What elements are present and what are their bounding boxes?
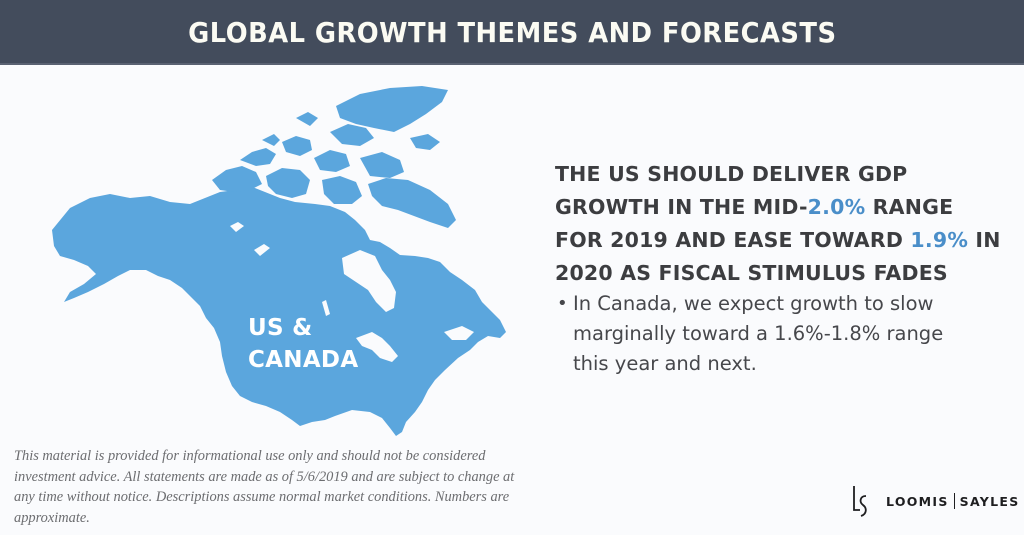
headline-text-3: IN 2020 AS FISCAL STIMULUS FADES xyxy=(555,228,1001,285)
map-label-line2: CANADA xyxy=(248,347,359,373)
headline-highlight-2-0-percent: 2.0% xyxy=(807,195,866,219)
bullet-item: • In Canada, we expect growth to slow ma… xyxy=(557,289,977,379)
headline: THE US SHOULD DELIVER GDP GROWTH IN THE … xyxy=(555,158,1005,290)
map-label-line1: US & xyxy=(248,315,313,341)
disclaimer-text: This material is provided for informatio… xyxy=(14,448,515,526)
bullet-dot-icon: • xyxy=(557,293,568,314)
loomis-sayles-logo-icon xyxy=(850,484,872,518)
logo-name-left: LOOMIS xyxy=(886,493,949,509)
north-america-map: US & CANADA xyxy=(30,80,530,450)
logo-wordmark: LOOMIS SAYLES xyxy=(886,493,1020,509)
logo-name-right: SAYLES xyxy=(959,493,1020,509)
headline-text-2: RANGE FOR 2019 AND EASE TOWARD xyxy=(555,195,954,252)
map-region-label: US & CANADA xyxy=(248,312,358,376)
loomis-sayles-logo: LOOMIS SAYLES xyxy=(850,484,1020,518)
headline-highlight-1-9-percent: 1.9% xyxy=(910,228,969,252)
us-canada-map-icon xyxy=(52,86,506,436)
page-title: GLOBAL GROWTH THEMES AND FORECASTS xyxy=(187,16,837,49)
headline-text-1: THE US SHOULD DELIVER GDP GROWTH IN THE … xyxy=(555,162,908,219)
bullet-text: In Canada, we expect growth to slow marg… xyxy=(573,292,944,375)
logo-divider xyxy=(953,493,955,509)
header-bar: GLOBAL GROWTH THEMES AND FORECASTS xyxy=(0,0,1024,65)
